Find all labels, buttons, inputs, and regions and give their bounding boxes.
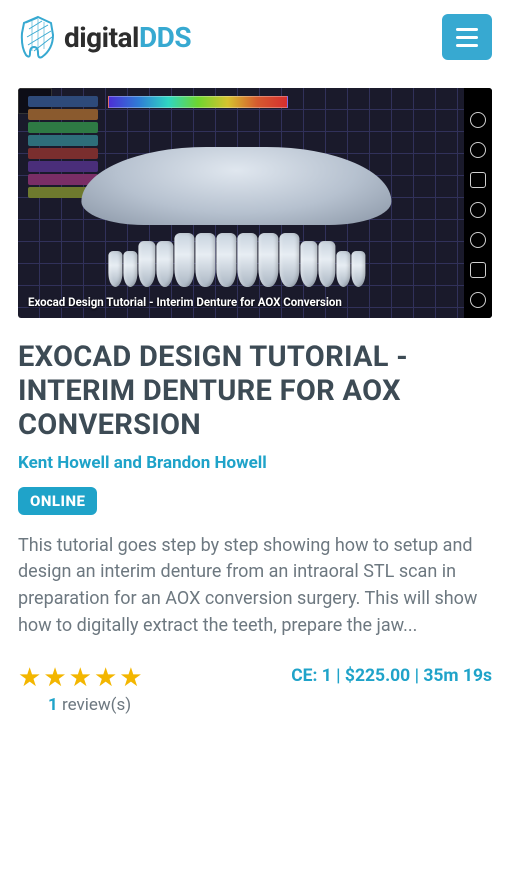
logo-text: digitalDDS: [64, 21, 191, 54]
tool-icon: [470, 142, 486, 158]
star-icon: ★: [119, 665, 142, 691]
tooth-icon: [18, 15, 58, 59]
course-meta: ★★★★★ 1 review(s) CE: 1 | $225.00 | 35m …: [18, 665, 492, 727]
logo[interactable]: digitalDDS: [18, 15, 191, 59]
color-spectrum: [108, 96, 288, 108]
delivery-badge: ONLINE: [18, 487, 97, 515]
course-pricing: CE: 1 | $225.00 | 35m 19s: [291, 665, 492, 689]
star-icon: ★: [94, 665, 117, 691]
star-icon: ★: [69, 665, 92, 691]
star-rating[interactable]: ★★★★★: [18, 665, 143, 691]
thumbnail-caption: Exocad Design Tutorial - Interim Denture…: [28, 296, 342, 310]
course-title: EXOCAD DESIGN TUTORIAL - INTERIM DENTURE…: [18, 340, 492, 443]
menu-button[interactable]: [442, 14, 492, 60]
hamburger-icon: [456, 28, 478, 47]
tool-icon: [470, 232, 486, 248]
tool-sidebar: [464, 88, 492, 318]
course-thumbnail[interactable]: Exocad Design Tutorial - Interim Denture…: [18, 88, 492, 318]
tool-icon: [470, 172, 486, 188]
star-icon: ★: [43, 665, 66, 691]
review-count[interactable]: 1 review(s): [48, 695, 143, 715]
tool-icon: [470, 292, 486, 308]
star-icon: ★: [18, 665, 41, 691]
tool-icon: [470, 112, 486, 128]
tool-icon: [470, 202, 486, 218]
course-authors[interactable]: Kent Howell and Brandon Howell: [18, 453, 492, 473]
denture-model: [81, 147, 391, 287]
course-description: This tutorial goes step by step showing …: [18, 533, 492, 640]
tool-icon: [470, 262, 486, 278]
